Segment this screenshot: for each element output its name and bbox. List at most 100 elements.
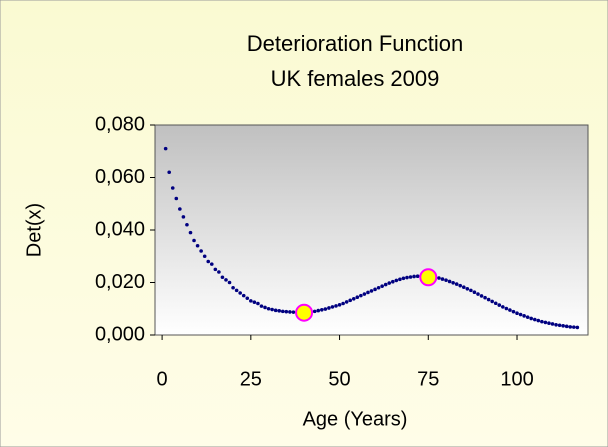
x-tick-label: 75 [417, 368, 439, 390]
data-point [412, 274, 416, 279]
data-point [320, 308, 324, 312]
data-point [479, 294, 484, 298]
data-point [167, 170, 171, 175]
data-point [373, 287, 377, 292]
data-point [408, 275, 413, 279]
chart-subtitle: UK females 2009 [271, 66, 440, 91]
data-point [518, 312, 523, 317]
data-point [170, 186, 175, 190]
data-point [256, 301, 260, 306]
data-point [288, 310, 292, 314]
data-point [174, 196, 179, 201]
data-point [437, 276, 441, 280]
data-point [550, 322, 555, 326]
data-point [490, 299, 494, 304]
data-point [217, 270, 221, 274]
x-axis-label: Age (Years) [303, 408, 408, 430]
data-point [213, 267, 218, 272]
x-tick-label: 25 [240, 368, 262, 390]
data-point [390, 279, 395, 284]
data-point [344, 300, 349, 304]
data-point [316, 308, 321, 313]
data-point [376, 285, 381, 290]
data-point [209, 262, 214, 266]
data-point [504, 306, 509, 311]
data-point [557, 323, 562, 328]
data-point [348, 298, 353, 303]
data-point [277, 309, 282, 313]
data-point [458, 283, 463, 288]
data-point [394, 278, 399, 283]
data-point [575, 325, 580, 330]
data-point [540, 319, 544, 324]
data-point [249, 299, 253, 303]
data-point [486, 297, 491, 302]
data-point [192, 238, 196, 243]
highlight-point [295, 303, 314, 322]
data-point [440, 277, 445, 281]
data-point [259, 304, 264, 308]
data-point [525, 315, 530, 319]
data-point [561, 324, 565, 328]
data-point [529, 316, 534, 321]
data-point [387, 281, 392, 285]
data-point [241, 293, 246, 298]
x-tick-label: 0 [157, 368, 168, 390]
y-tick-label: 0,020 [95, 271, 145, 293]
y-tick-label: 0,080 [95, 113, 145, 135]
data-point [447, 279, 452, 284]
y-tick-label: 0,000 [95, 323, 145, 345]
data-point [380, 284, 384, 288]
data-point [511, 309, 516, 314]
data-point [181, 215, 186, 219]
data-point [497, 303, 502, 307]
data-point [472, 290, 477, 295]
data-point [451, 280, 455, 285]
highlight-point [419, 268, 438, 287]
data-point [234, 288, 239, 293]
data-point [405, 275, 409, 280]
data-point [515, 311, 519, 316]
data-point [238, 291, 242, 295]
data-point [547, 321, 551, 325]
data-point [454, 282, 459, 286]
data-point [202, 254, 207, 259]
data-point [501, 305, 505, 309]
data-point [554, 322, 558, 327]
data-point [341, 301, 345, 306]
data-point [195, 243, 200, 248]
data-point [188, 230, 193, 235]
data-point [362, 292, 367, 296]
data-point [252, 300, 257, 304]
data-point [398, 277, 402, 282]
data-point [415, 274, 420, 279]
data-point [220, 275, 225, 280]
data-point [163, 146, 168, 151]
data-point [323, 307, 328, 311]
data-point [291, 310, 296, 314]
data-point [330, 305, 335, 309]
data-point [532, 317, 537, 322]
chart-title: Deterioration Function [247, 31, 463, 56]
data-point [444, 278, 448, 282]
data-point [543, 320, 548, 325]
data-point [568, 325, 573, 329]
data-point [508, 308, 512, 312]
data-point [369, 289, 374, 293]
data-point [469, 288, 473, 293]
y-axis-label: Det(x) [23, 203, 45, 257]
data-point [227, 280, 232, 285]
data-point [401, 276, 406, 281]
data-point [461, 285, 466, 290]
data-point [312, 309, 317, 314]
y-tick-label: 0,040 [95, 218, 145, 240]
y-tick-label: 0,060 [95, 166, 145, 188]
data-point [493, 301, 498, 306]
data-point [359, 293, 363, 298]
data-point [266, 306, 271, 311]
data-point [270, 307, 274, 312]
data-point [280, 309, 285, 314]
x-tick-label: 50 [328, 368, 350, 390]
data-point [536, 318, 541, 323]
